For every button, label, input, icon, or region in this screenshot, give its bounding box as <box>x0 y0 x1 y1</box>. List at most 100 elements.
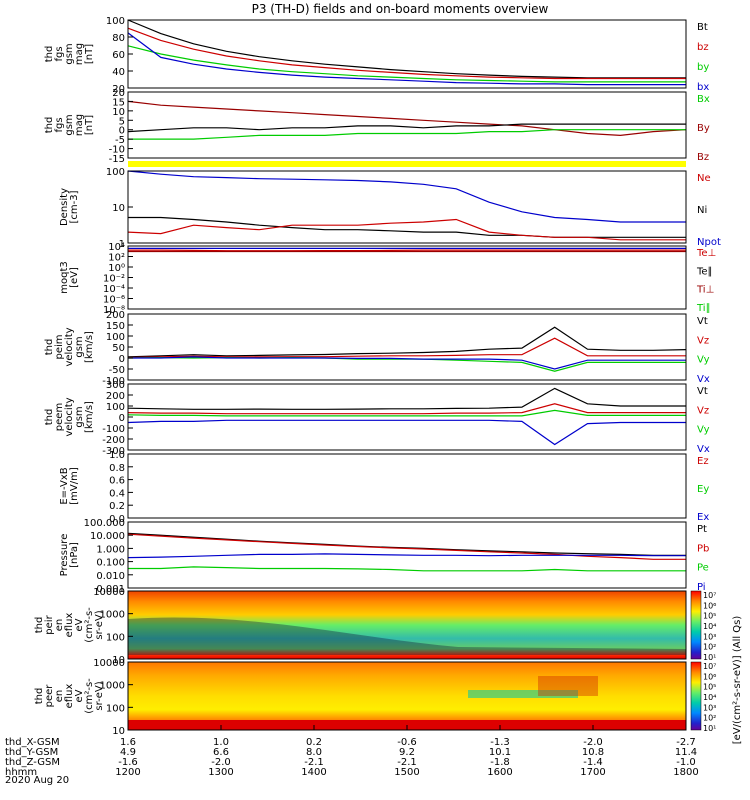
series-line-Bt <box>127 19 686 79</box>
y-tick-label: 10² <box>108 253 125 264</box>
legend-Vt: Vt <box>697 316 708 327</box>
y-tick-label: 5 <box>119 116 125 127</box>
legend-Pb: Pb <box>697 543 709 554</box>
y-tick-label: 1.0 <box>109 450 125 461</box>
series-line-Npot <box>127 170 686 223</box>
series-line-Bt <box>127 123 686 133</box>
panels: 10080604020thdfgsgsmmag[nT]Btbzbybx20151… <box>34 16 721 737</box>
colorbar-tick-label: 10⁴ <box>703 622 716 631</box>
y-tick-label: 1000 <box>100 681 125 692</box>
y-axis-label: thdfgsgsmmag[nT] <box>44 114 95 136</box>
x-row-value: 4.9 <box>120 747 136 758</box>
y-axis-label-line: [mV/m] <box>69 467 80 505</box>
colorbar-tick-label: 10⁵ <box>703 612 716 621</box>
y-tick-label: 0.0 <box>109 514 125 525</box>
x-row-value: 1800 <box>673 767 698 778</box>
x-row-label: hhmm <box>5 767 37 778</box>
y-axis-label-line: thd <box>44 46 55 63</box>
colorbar-tick-label: 10³ <box>703 703 716 712</box>
legend-Te⊥: Te⊥ <box>696 248 716 259</box>
y-axis-label-line: fgs <box>54 117 65 132</box>
colorbar-label: [eV/(cm²-s-sr-eV)] (All Qs) <box>732 616 743 745</box>
y-axis-label-line: peem <box>54 403 65 431</box>
x-row-label: thd_Y-GSM <box>5 747 58 758</box>
y-axis-label-line: peer <box>44 684 55 708</box>
y-axis-label-line: [nT] <box>84 115 95 135</box>
panel-frame <box>127 170 687 244</box>
y-tick-label: 100 <box>106 16 125 27</box>
x-row-value: 1500 <box>394 767 419 778</box>
y-axis-label-line: eV <box>74 689 85 702</box>
spectrogram <box>128 591 686 659</box>
panel-0: 100 80 60 40 20 thdfgsgsmmag[nT] Bt bz by bx <box>44 16 709 95</box>
y-tick-label: 100 <box>106 703 125 714</box>
x-row-value: 1200 <box>115 767 140 778</box>
y-axis-label-line: Density <box>59 188 70 226</box>
y-tick-label: 10⁻⁶ <box>103 295 125 306</box>
x-row-value: 9.2 <box>399 747 415 758</box>
panel-frame <box>127 590 687 660</box>
legend-Pe: Pe <box>697 563 709 574</box>
series-line-by <box>127 45 686 83</box>
y-axis-label-line: sr-eV) <box>94 610 105 639</box>
x-row-value: 1600 <box>487 767 512 778</box>
y-tick-label: -5 <box>115 135 125 146</box>
legend-Vx: Vx <box>697 444 710 455</box>
series-line-bx <box>127 32 686 86</box>
colorbar-tick-label: 10² <box>703 714 716 723</box>
colorbar-tick-label: 10² <box>703 643 716 652</box>
y-tick-label: 60 <box>112 50 125 61</box>
y-axis-label-line: (cm²-s- <box>84 607 95 643</box>
legend-Ni: Ni <box>697 205 707 216</box>
x-row-value: -2.1 <box>397 757 417 768</box>
y-tick-label: 10⁻² <box>103 274 125 285</box>
y-tick-label: 1000 <box>100 610 125 621</box>
panel-frame <box>127 453 687 519</box>
y-axis-label-line: [nPa] <box>69 542 80 568</box>
y-tick-label: 0.100 <box>96 558 125 569</box>
legend-Ex: Ex <box>697 512 709 523</box>
spectrogram-feature <box>538 676 598 696</box>
legend-Te∥: Te∥ <box>696 266 713 277</box>
colorbar-tick-label: 10⁵ <box>703 683 716 692</box>
colorbar-0 <box>690 590 702 660</box>
series-line-Ne <box>127 218 686 241</box>
spectrogram-low-energy-band <box>128 617 686 655</box>
y-axis-label: thdpeirenefluxeV(cm²-s-sr-eV) <box>34 607 105 643</box>
panel-frame <box>127 313 687 381</box>
legend-Bt: Bt <box>697 22 708 33</box>
y-tick-label: 100 <box>106 402 125 413</box>
y-tick-label: 200 <box>106 310 125 321</box>
colorbar-tick-label: 10¹ <box>703 653 716 662</box>
colorbar-1 <box>690 661 702 731</box>
y-tick-label: 80 <box>112 33 125 44</box>
legend-Bz: Bz <box>697 152 709 163</box>
legend-Pi: Pi <box>697 582 706 593</box>
x-row-value: -1.6 <box>118 757 138 768</box>
x-row-value: 1.0 <box>213 737 229 748</box>
y-axis-label-line: fgs <box>54 46 65 61</box>
legend-Vt: Vt <box>697 386 708 397</box>
y-axis-label-line: eflux <box>64 684 75 709</box>
colorbar-tick-label: 10⁷ <box>703 591 716 600</box>
y-tick-label: 0.2 <box>109 501 125 512</box>
y-tick-label: 100 <box>106 167 125 178</box>
x-row-value: 11.4 <box>675 747 697 758</box>
panel-2 <box>128 161 686 167</box>
y-tick-label: 0.6 <box>109 476 125 487</box>
y-axis-label-line: en <box>54 690 65 703</box>
x-row-value: 0.2 <box>306 737 322 748</box>
x-row-value: -2.0 <box>211 757 231 768</box>
legend-Npot: Npot <box>697 237 721 248</box>
y-tick-label: 0.8 <box>109 463 125 474</box>
y-axis-label: thdpeimvelocitygsm[km/s] <box>44 327 95 366</box>
legend-Ti∥: Ti∥ <box>696 303 711 314</box>
y-axis-label: Density[cm-3] <box>59 188 80 226</box>
panel-frame <box>127 383 687 451</box>
y-tick-label: 10000 <box>93 658 125 669</box>
legend-Vz: Vz <box>697 335 709 346</box>
y-axis-label-line: [nT] <box>84 44 95 64</box>
y-axis-label-line: thd <box>34 617 45 634</box>
